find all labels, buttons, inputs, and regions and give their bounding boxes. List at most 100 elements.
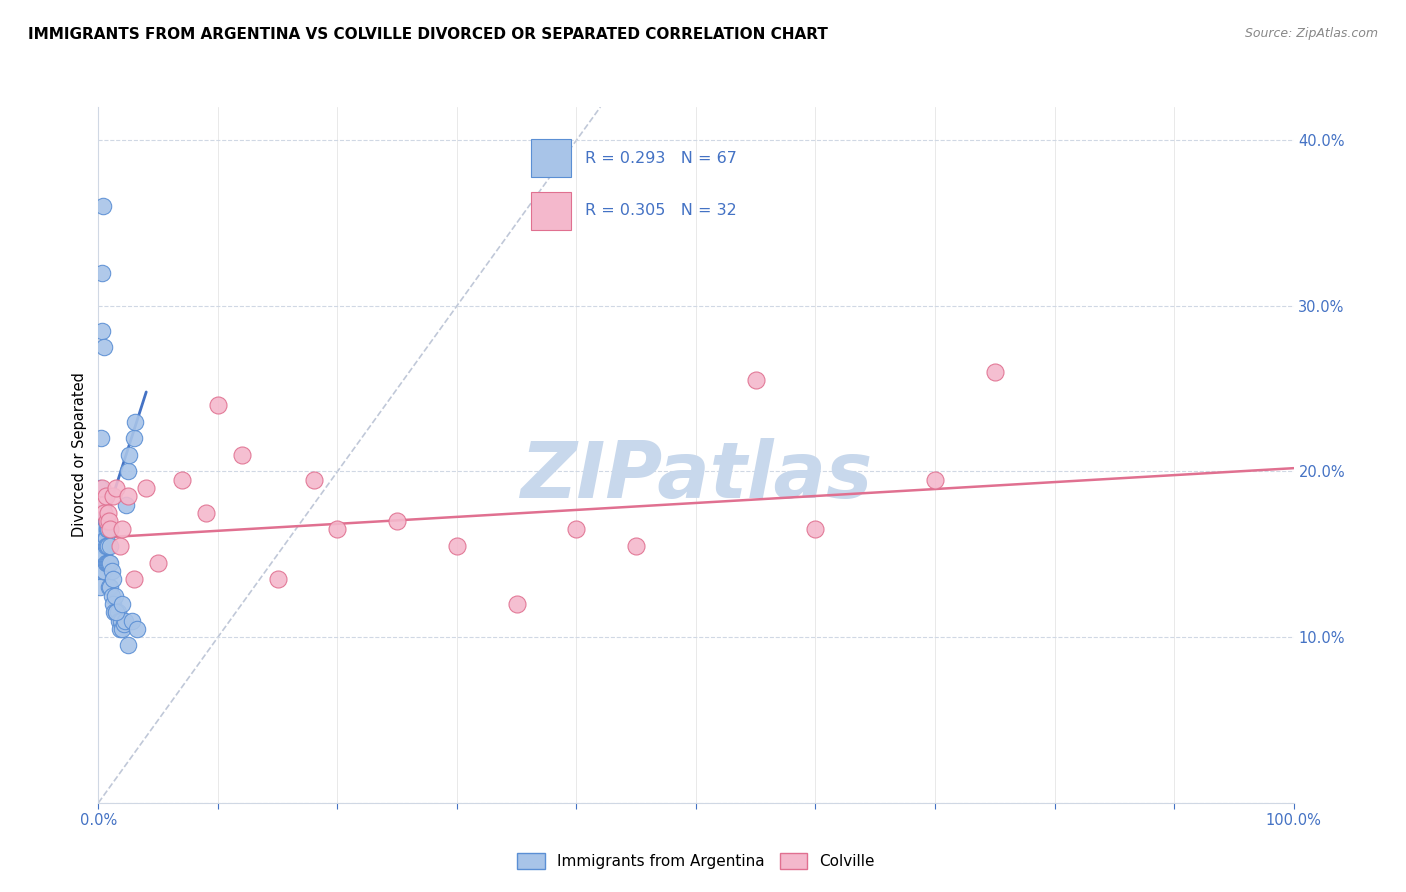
Point [104,589,127,603]
Point [924,473,946,487]
Point [111,597,134,611]
Point [93,539,115,553]
Point [115,498,138,512]
Point [135,481,157,495]
Point [96,539,118,553]
Point [90,547,112,561]
Point [93,523,115,537]
Point [96,523,118,537]
Point [117,639,139,653]
Legend: Immigrants from Argentina, Colville: Immigrants from Argentina, Colville [510,847,882,875]
Point [124,415,146,429]
Point [91,523,114,537]
Point [96,556,118,570]
Point [91,506,114,520]
Point [385,514,409,528]
Point [101,572,124,586]
Point [98,581,121,595]
Point [94,489,117,503]
Point [90,523,112,537]
Point [118,448,141,462]
Point [207,398,229,412]
Point [94,556,117,570]
Point [506,597,529,611]
Point [98,556,122,570]
Point [117,465,139,479]
Point [93,564,115,578]
Point [93,340,115,354]
Point [91,514,114,528]
Point [107,614,129,628]
Point [105,481,128,495]
Point [98,514,121,528]
Point [231,448,253,462]
Text: R = 0.305   N = 32: R = 0.305 N = 32 [585,203,737,219]
Point [302,473,325,487]
Point [101,489,124,503]
Point [94,531,117,545]
Point [90,539,112,553]
Point [97,523,120,537]
Point [97,506,120,520]
Point [110,614,132,628]
Point [117,489,139,503]
Point [111,523,134,537]
Point [90,431,112,445]
Point [103,605,125,619]
Text: IMMIGRANTS FROM ARGENTINA VS COLVILLE DIVORCED OR SEPARATED CORRELATION CHART: IMMIGRANTS FROM ARGENTINA VS COLVILLE DI… [28,27,828,42]
Point [565,523,588,537]
Point [98,581,122,595]
Text: R = 0.293   N = 67: R = 0.293 N = 67 [585,151,737,166]
Point [89,581,111,595]
Point [91,531,114,545]
Point [111,622,134,636]
Point [267,572,290,586]
Point [624,539,647,553]
Point [91,547,114,561]
Point [91,324,114,338]
Point [100,589,122,603]
Point [91,564,114,578]
Point [97,556,120,570]
Point [98,539,122,553]
Point [326,523,349,537]
Point [96,514,118,528]
Text: Source: ZipAtlas.com: Source: ZipAtlas.com [1244,27,1378,40]
Bar [531,192,571,230]
Point [89,531,111,545]
Point [125,622,148,636]
Point [91,506,114,520]
Point [89,564,111,578]
Point [97,539,120,553]
Point [101,597,124,611]
Point [172,473,194,487]
Point [98,556,121,570]
Point [90,556,112,570]
Point [90,514,112,528]
Point [804,523,827,537]
Point [124,431,146,445]
Point [105,605,128,619]
Point [108,622,131,636]
Point [100,564,122,578]
Text: ZIPatlas: ZIPatlas [520,438,872,514]
Point [983,365,1005,379]
Point [98,523,122,537]
Point [94,514,117,528]
Point [108,539,131,553]
Point [94,539,117,553]
Point [105,605,128,619]
Point [114,614,136,628]
Point [91,199,114,213]
Point [91,266,114,280]
Point [107,605,129,619]
Point [124,572,146,586]
Point [93,547,115,561]
Point [89,481,111,495]
Point [91,531,114,545]
Point [89,539,111,553]
Point [194,506,217,520]
Point [112,616,135,631]
Point [121,614,143,628]
Y-axis label: Divorced or Separated: Divorced or Separated [72,373,87,537]
